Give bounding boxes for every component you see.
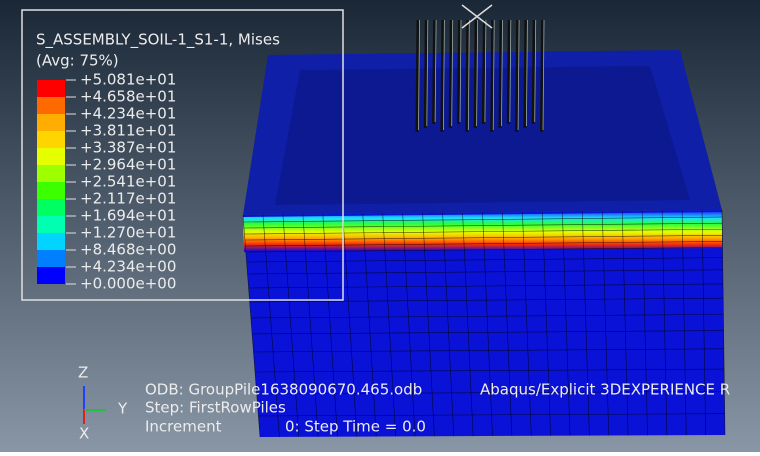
pile-highlight	[517, 19, 520, 131]
mesh-line	[721, 209, 726, 436]
legend-label: +8.468e+00	[80, 241, 176, 259]
legend-swatch	[37, 148, 65, 165]
legend-label: +1.694e+01	[80, 207, 176, 225]
legend-swatch	[37, 97, 65, 114]
pile-highlight	[501, 19, 503, 127]
mesh-line	[245, 241, 723, 247]
legend-label: +0.000e+00	[80, 275, 176, 293]
mesh-line	[255, 368, 725, 373]
legend-title: S_ASSEMBLY_SOIL-1_S1-1, Mises	[36, 31, 280, 50]
mesh-line	[258, 413, 725, 417]
piles	[415, 19, 545, 133]
legend-label: +4.658e+01	[80, 88, 176, 106]
info-odb: ODB: GroupPile1638090670.465.odb	[145, 381, 422, 399]
pile	[515, 19, 520, 133]
info-product: Abaqus/Explicit 3DEXPERIENCE R	[480, 381, 730, 399]
legend-subtitle: (Avg: 75%)	[36, 52, 119, 70]
pile-highlight	[526, 19, 528, 127]
legend-swatch	[37, 165, 65, 182]
pile	[415, 19, 420, 133]
info-increment-value: 0: Step Time = 0.0	[285, 418, 426, 436]
block-top-shade	[275, 66, 690, 205]
legend-label: +2.964e+01	[80, 156, 176, 174]
legend-label: +3.387e+01	[80, 139, 176, 157]
mesh-line	[247, 269, 723, 275]
pile	[440, 19, 445, 133]
legend-label: +4.234e+01	[80, 105, 176, 123]
stress-band	[243, 212, 722, 252]
legend-box	[21, 9, 344, 301]
pile-highlight	[476, 19, 478, 127]
pile	[531, 19, 536, 125]
info-step: Step: FirstRowPiles	[145, 399, 286, 417]
pile-highlight	[484, 19, 487, 123]
mesh-line	[245, 247, 723, 253]
mesh-line	[252, 330, 724, 335]
block-front	[243, 210, 725, 437]
legend-label: +3.811e+01	[80, 122, 176, 140]
legend-label: +2.541e+01	[80, 173, 176, 191]
mesh	[242, 209, 726, 438]
pile-highlight	[467, 19, 470, 131]
pile-highlight	[459, 19, 462, 123]
legend-swatch	[37, 131, 65, 148]
legend: +5.081e+01+4.658e+01+4.234e+01+3.811e+01…	[37, 71, 176, 293]
triad-y: Y	[117, 400, 128, 418]
pile	[432, 19, 437, 125]
legend-swatch	[37, 267, 65, 284]
pile	[473, 19, 478, 129]
mesh-line	[244, 235, 723, 241]
pile	[465, 19, 470, 133]
pile	[540, 19, 544, 133]
legend-swatch	[37, 199, 65, 216]
mesh-line	[256, 391, 725, 395]
pile	[490, 19, 495, 133]
pile	[498, 19, 503, 129]
triad-z: Z	[78, 364, 88, 382]
mesh-line	[250, 314, 724, 319]
pile-highlight	[434, 19, 437, 123]
pile-highlight	[443, 19, 445, 131]
pile-marker	[461, 4, 493, 29]
legend-label: +4.234e+00	[80, 258, 176, 276]
pile-highlight	[542, 19, 545, 131]
mesh-line	[243, 216, 723, 223]
pile-highlight	[426, 19, 429, 127]
legend-swatch	[37, 182, 65, 199]
pile-highlight	[509, 19, 512, 123]
legend-label: +5.081e+01	[80, 71, 176, 89]
mesh-line	[243, 222, 723, 229]
pile	[523, 19, 528, 129]
pile	[423, 19, 428, 129]
pile	[448, 19, 453, 129]
pile-highlight	[534, 19, 537, 123]
legend-swatch	[37, 250, 65, 267]
mesh-line	[244, 228, 723, 235]
legend-swatch	[37, 80, 65, 97]
pile	[506, 19, 511, 125]
info-increment-label: Increment	[145, 418, 222, 436]
mesh-line	[246, 257, 723, 263]
mesh-line	[253, 348, 724, 353]
pile	[457, 19, 461, 125]
triad: Z Y X	[78, 364, 128, 443]
mesh-line	[249, 297, 724, 303]
legend-swatch	[37, 233, 65, 250]
triad-x: X	[79, 425, 89, 443]
pile-highlight	[418, 19, 420, 131]
legend-swatch	[37, 114, 65, 131]
pile-highlight	[492, 19, 495, 131]
legend-label: +1.270e+01	[80, 224, 176, 242]
legend-label: +2.117e+01	[80, 190, 176, 208]
mesh-line	[248, 283, 723, 289]
legend-swatch	[37, 216, 65, 233]
pile	[481, 19, 486, 125]
pile-highlight	[451, 19, 454, 127]
